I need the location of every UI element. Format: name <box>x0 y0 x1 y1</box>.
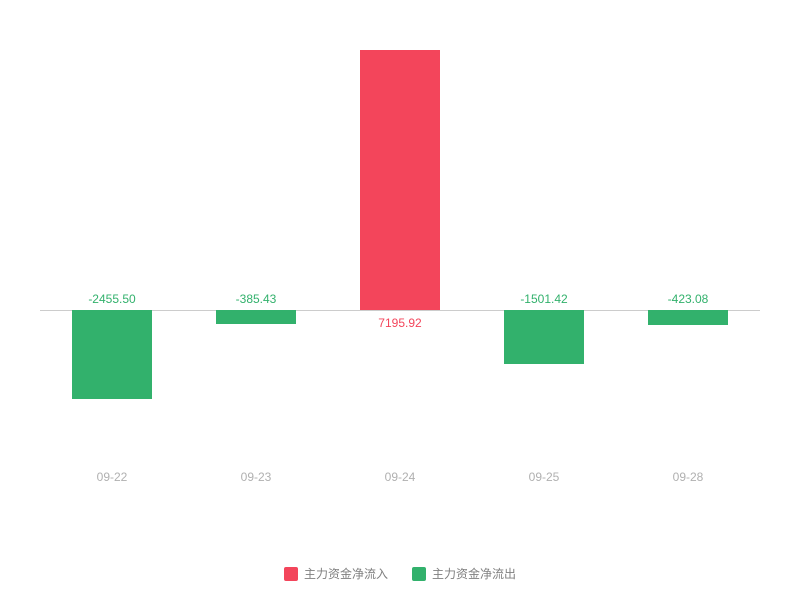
bar-2 <box>360 50 440 310</box>
bar-label-0: -2455.50 <box>88 292 135 306</box>
legend-item-outflow: 主力资金净流出 <box>412 565 516 582</box>
bar-0 <box>72 310 152 399</box>
bar-1 <box>216 310 296 324</box>
chart-area: -2455.50 -385.43 7195.92 -1501.42 -423.0… <box>40 30 760 500</box>
bar-label-4: -423.08 <box>668 292 709 306</box>
bar-3 <box>504 310 584 364</box>
legend-item-inflow: 主力资金净流入 <box>284 565 388 582</box>
x-label-0: 09-22 <box>97 470 128 484</box>
bar-4 <box>648 310 728 325</box>
legend-label-inflow: 主力资金净流入 <box>304 565 388 582</box>
x-label-2: 09-24 <box>385 470 416 484</box>
legend-label-outflow: 主力资金净流出 <box>432 565 516 582</box>
x-label-1: 09-23 <box>241 470 272 484</box>
legend-swatch-inflow <box>284 567 298 581</box>
x-label-4: 09-28 <box>673 470 704 484</box>
legend: 主力资金净流入 主力资金净流出 <box>0 565 800 582</box>
x-label-3: 09-25 <box>529 470 560 484</box>
legend-swatch-outflow <box>412 567 426 581</box>
bar-label-2: 7195.92 <box>378 316 421 330</box>
bar-label-1: -385.43 <box>236 292 277 306</box>
bar-label-3: -1501.42 <box>520 292 567 306</box>
